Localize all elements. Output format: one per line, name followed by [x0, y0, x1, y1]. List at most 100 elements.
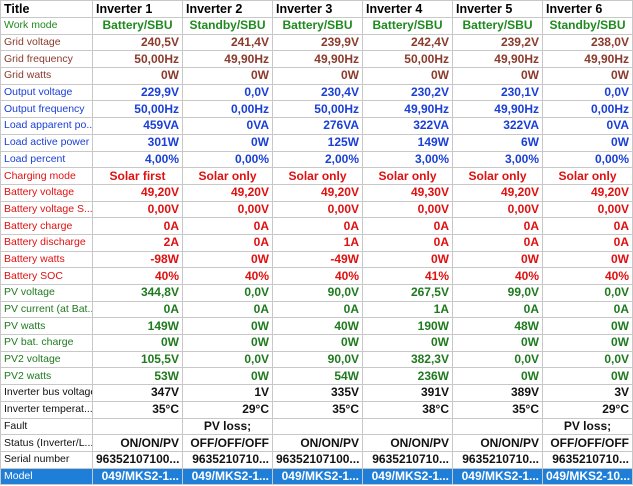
value-cell: 335V: [272, 384, 363, 402]
value-cell: 230,1V: [452, 83, 543, 102]
value-cell: 3,00%: [452, 150, 543, 169]
value-cell: 0,00Hz: [542, 100, 633, 119]
value-cell: 0,00V: [272, 200, 363, 219]
value-cell: 1A: [272, 233, 363, 252]
table-row: PV voltage 344,8V 0,0V 90,0V 267,5V 99,0V 0,0V: [0, 284, 633, 302]
value-cell: Battery/SBU: [272, 17, 363, 35]
value-cell: 0,00%: [542, 150, 633, 169]
value-cell: 0VA: [182, 117, 273, 135]
value-cell: 322VA: [452, 117, 543, 135]
value-cell: [92, 417, 183, 436]
value-cell: 190W: [362, 317, 453, 336]
value-cell: 049/MKS2-1...: [452, 467, 543, 486]
row-label: Battery voltage S...: [0, 200, 93, 219]
value-cell: 0,0V: [452, 350, 543, 369]
value-cell: Standby/SBU: [182, 17, 273, 35]
value-cell: 236W: [362, 367, 453, 386]
table-row: Battery voltage S... 0,00V 0,00V 0,00V 0,00V…: [0, 200, 633, 219]
value-cell: Solar only: [272, 167, 363, 185]
value-cell: 4,00%: [92, 150, 183, 169]
value-cell: 0A: [92, 300, 183, 319]
value-cell: Standby/SBU: [542, 17, 633, 35]
value-cell: 0A: [542, 233, 633, 252]
value-cell: 49,20V: [182, 183, 273, 202]
value-cell: 9635210710...: [452, 450, 543, 469]
value-cell: 0,00V: [182, 200, 273, 219]
value-cell: 49,90Hz: [452, 100, 543, 119]
value-cell: 54W: [272, 367, 363, 386]
value-cell: 276VA: [272, 117, 363, 135]
row-label: Model: [0, 467, 93, 486]
value-cell: 50,00Hz: [92, 50, 183, 69]
header-cell: Inverter 5: [452, 0, 543, 18]
table-row: Battery watts -98W 0W -49W 0W 0W 0W: [0, 250, 633, 269]
value-cell: ON/ON/PV: [92, 434, 183, 452]
value-cell: 301W: [92, 133, 183, 152]
value-cell: 49,90Hz: [182, 50, 273, 69]
table-row: Battery voltage 49,20V 49,20V 49,20V 49,30V 4…: [0, 183, 633, 202]
value-cell: 347V: [92, 384, 183, 402]
value-cell: PV loss;: [542, 417, 633, 436]
value-cell: 0W: [542, 317, 633, 336]
value-cell: 0A: [452, 217, 543, 235]
value-cell: 40%: [182, 267, 273, 285]
value-cell: 240,5V: [92, 33, 183, 52]
header-cell: Inverter 6: [542, 0, 633, 18]
table-row: Work mode Battery/SBU Standby/SBU Battery/S…: [0, 17, 633, 35]
table-row: Grid watts 0W 0W 0W 0W 0W 0W: [0, 67, 633, 85]
row-label: Grid watts: [0, 67, 93, 85]
row-label: PV bat. charge: [0, 334, 93, 352]
table-row: Output voltage 229,9V 0,0V 230,4V 230,2V 230,…: [0, 83, 633, 102]
value-cell: Solar only: [452, 167, 543, 185]
value-cell: 2A: [92, 233, 183, 252]
value-cell: 0W: [182, 317, 273, 336]
table-row: PV2 voltage 105,5V 0,0V 90,0V 382,3V 0,0V 0,0V: [0, 350, 633, 369]
table-row: PV2 watts 53W 0W 54W 236W 0W 0W: [0, 367, 633, 386]
value-cell: 35°C: [272, 400, 363, 419]
value-cell: 0,00V: [362, 200, 453, 219]
value-cell: 0W: [182, 250, 273, 269]
row-label: Battery discharge: [0, 233, 93, 252]
row-label: Output voltage: [0, 83, 93, 102]
value-cell: 0A: [272, 217, 363, 235]
value-cell: 9635210710...: [362, 450, 453, 469]
value-cell: 38°C: [362, 400, 453, 419]
value-cell: 0,0V: [182, 284, 273, 302]
row-label: Load percent: [0, 150, 93, 169]
value-cell: 0W: [362, 334, 453, 352]
value-cell: PV loss;: [182, 417, 273, 436]
value-cell: 40%: [542, 267, 633, 285]
value-cell: 0,0V: [182, 83, 273, 102]
value-cell: 1V: [182, 384, 273, 402]
value-cell: 0W: [182, 367, 273, 386]
value-cell: Solar first: [92, 167, 183, 185]
row-label: PV watts: [0, 317, 93, 336]
value-cell: OFF/OFF/OFF: [542, 434, 633, 452]
value-cell: 230,2V: [362, 83, 453, 102]
value-cell: 0W: [92, 67, 183, 85]
row-label: Charging mode: [0, 167, 93, 185]
header-cell: Inverter 2: [182, 0, 273, 18]
value-cell: 49,20V: [542, 183, 633, 202]
value-cell: 1A: [362, 300, 453, 319]
value-cell: 96352107100...: [92, 450, 183, 469]
value-cell: 0W: [182, 67, 273, 85]
value-cell: 49,20V: [92, 183, 183, 202]
value-cell: 90,0V: [272, 350, 363, 369]
row-label: Load active power: [0, 133, 93, 152]
value-cell: -98W: [92, 250, 183, 269]
row-label: PV2 watts: [0, 367, 93, 386]
table-row: Battery charge 0A 0A 0A 0A 0A 0A: [0, 217, 633, 235]
value-cell: 382,3V: [362, 350, 453, 369]
header-cell: Inverter 1: [92, 0, 183, 18]
value-cell: 0,0V: [182, 350, 273, 369]
value-cell: 0W: [542, 133, 633, 152]
row-label: PV2 voltage: [0, 350, 93, 369]
value-cell: 0,0V: [542, 350, 633, 369]
table-row: Status (Inverter/L... ON/ON/PV OFF/OFF/OFF…: [0, 434, 633, 452]
value-cell: 0W: [452, 67, 543, 85]
value-cell: 239,9V: [272, 33, 363, 52]
value-cell: 0A: [272, 300, 363, 319]
value-cell: 40W: [272, 317, 363, 336]
